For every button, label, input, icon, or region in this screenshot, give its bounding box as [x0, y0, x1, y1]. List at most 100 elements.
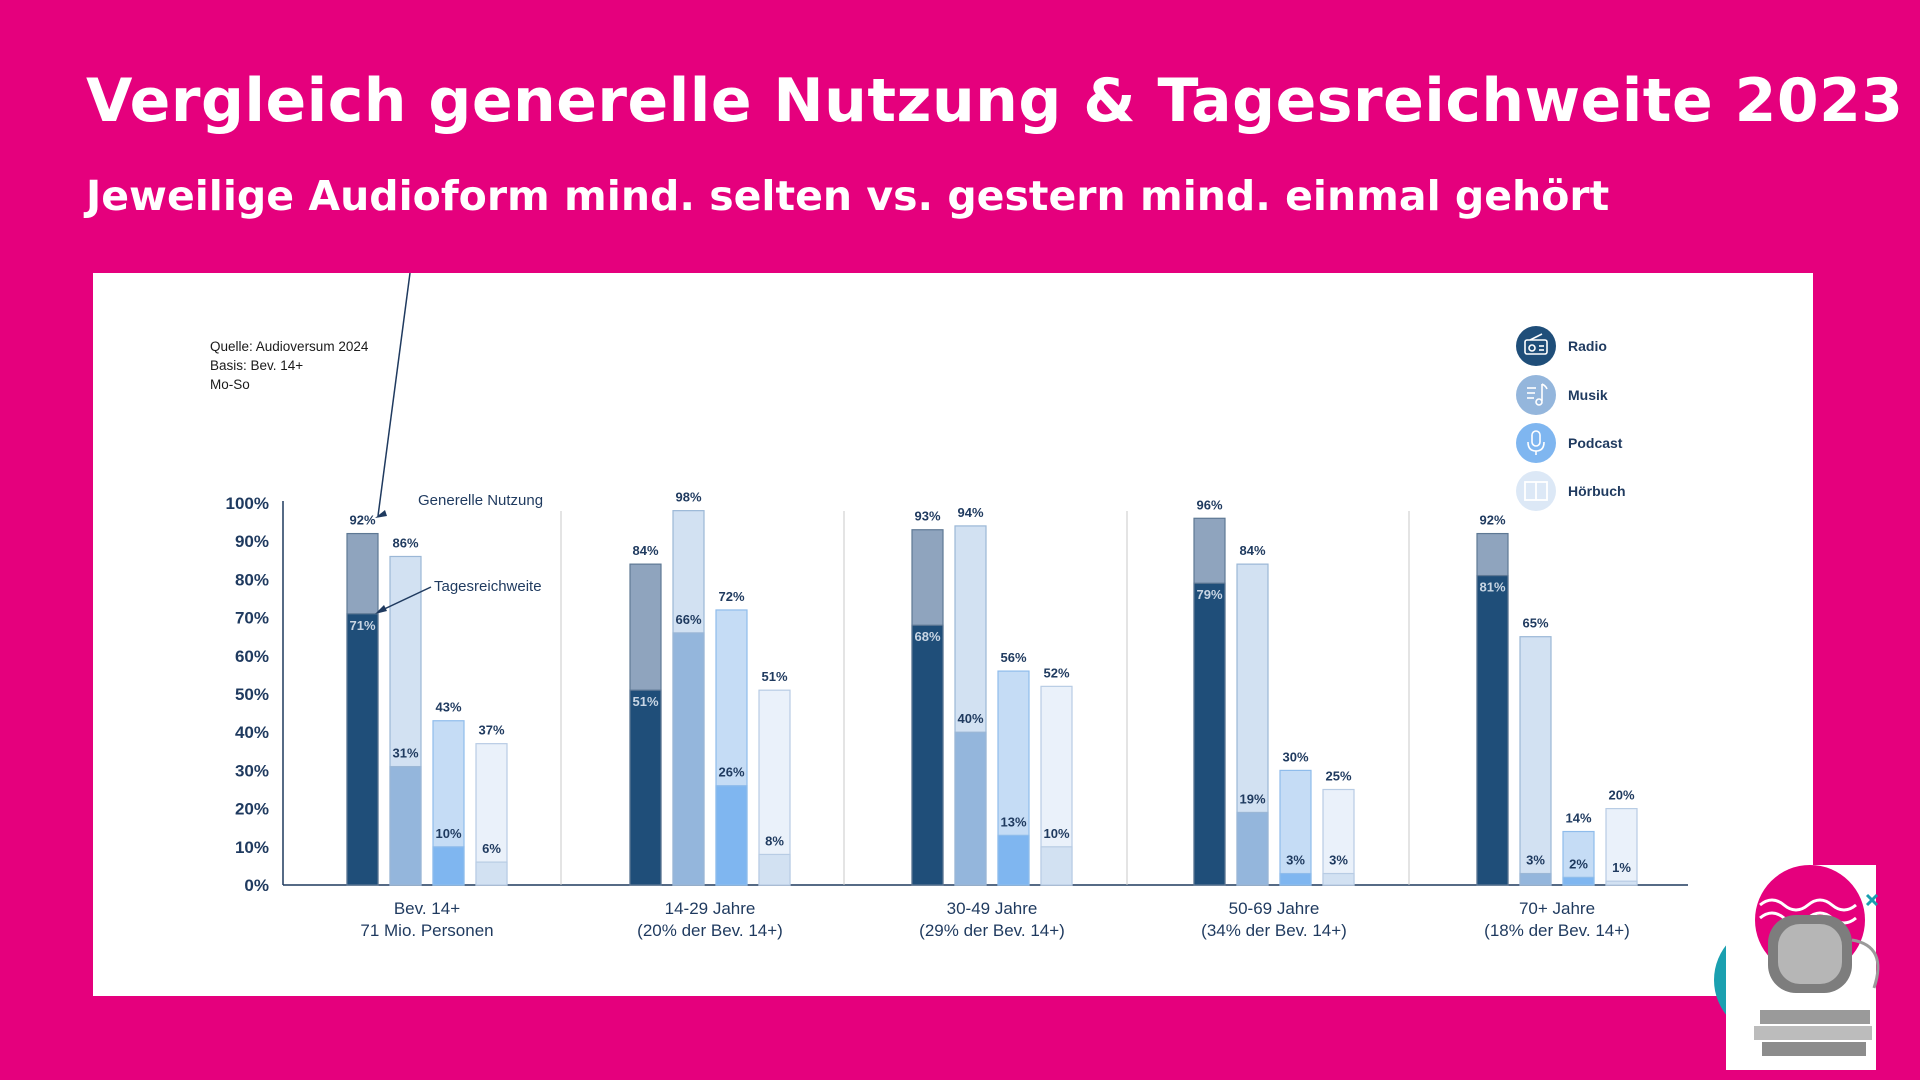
legend-item-podcast: Podcast [1516, 423, 1623, 463]
bar-daily [389, 765, 422, 886]
y-tick-label: 90% [235, 532, 269, 551]
data-label-general: 92% [349, 513, 375, 528]
book-icon [1754, 1026, 1872, 1040]
data-label-daily: 3% [1329, 853, 1348, 868]
book-icon [1760, 1010, 1870, 1024]
bar-daily [475, 861, 508, 886]
bar-daily [997, 834, 1030, 886]
bar-daily [346, 613, 379, 886]
bar-daily [1322, 872, 1355, 886]
bar-daily [672, 632, 705, 886]
data-label-general: 84% [632, 543, 658, 558]
bar-general [1279, 769, 1312, 886]
data-label-general: 14% [1565, 811, 1591, 826]
data-label-general: 84% [1239, 543, 1265, 558]
chart-panel: Quelle: Audioversum 2024 Basis: Bev. 14+… [93, 273, 1813, 996]
data-label-daily: 71% [349, 618, 375, 633]
y-tick-label: 60% [235, 647, 269, 666]
data-label-general: 51% [761, 669, 787, 684]
data-label-general: 25% [1325, 769, 1351, 784]
data-label-daily: 3% [1526, 853, 1545, 868]
category-sublabel: (20% der Bev. 14+) [637, 921, 783, 940]
close-icon [1865, 893, 1879, 907]
data-label-daily: 13% [1000, 814, 1026, 829]
days-line: Mo-So [210, 377, 250, 392]
category-label: 30-49 Jahre [947, 899, 1038, 918]
bar-daily [1476, 574, 1509, 886]
legend-label-hoerbuch: Hörbuch [1568, 483, 1626, 499]
speaker-books-illustration [1714, 865, 1880, 1070]
annotation-general-label: Generelle Nutzung [418, 492, 543, 509]
data-label-daily: 79% [1196, 587, 1222, 602]
bar-daily [1605, 880, 1638, 886]
category-label: 50-69 Jahre [1229, 899, 1320, 918]
page-title: Vergleich generelle Nutzung & Tagesreich… [86, 66, 1904, 136]
bar-daily [1193, 582, 1226, 886]
source-line: Quelle: Audioversum 2024 [210, 339, 369, 354]
y-tick-label: 40% [235, 723, 269, 742]
data-label-general: 92% [1479, 513, 1505, 528]
data-label-daily: 66% [675, 612, 701, 627]
data-label-daily: 19% [1239, 791, 1265, 806]
y-tick-label: 30% [235, 761, 269, 780]
category-sublabel: (18% der Bev. 14+) [1484, 921, 1630, 940]
data-label-general: 52% [1043, 665, 1069, 680]
data-label-general: 37% [478, 723, 504, 738]
data-label-general: 43% [435, 700, 461, 715]
bar-daily [1040, 846, 1073, 886]
bar-group: 92% 71% 86% 31% 43% 10% 37% 6% Bev. 14+ 71 Mio. P… [346, 513, 508, 940]
bar-group: 96% 79% 84% 19% 30% 3% 25% 3% 50-69 Jahre (34% de… [1193, 497, 1355, 940]
bar-general [758, 689, 791, 886]
annotation-daily-label: Tagesreichweite [434, 578, 542, 595]
data-label-daily: 10% [435, 826, 461, 841]
bar-daily [954, 731, 987, 886]
data-label-daily: 1% [1612, 860, 1631, 875]
y-tick-label: 0% [244, 876, 269, 895]
category-label: 70+ Jahre [1519, 899, 1595, 918]
bar-general [1562, 830, 1595, 886]
data-label-general: 86% [392, 535, 418, 550]
data-label-general: 65% [1522, 616, 1548, 631]
data-label-daily: 31% [392, 746, 418, 761]
data-label-daily: 10% [1043, 826, 1069, 841]
source-note: Quelle: Audioversum 2024 Basis: Bev. 14+… [210, 339, 369, 392]
microphone-icon [1527, 430, 1545, 455]
legend-label-radio: Radio [1568, 338, 1607, 354]
data-label-daily: 6% [482, 841, 501, 856]
bar-chart: Quelle: Audioversum 2024 Basis: Bev. 14+… [210, 273, 1688, 940]
data-label-daily: 8% [765, 833, 784, 848]
category-label: Bev. 14+ [394, 899, 460, 918]
bar-daily [1279, 872, 1312, 886]
legend: Radio Musik [1516, 326, 1626, 511]
bar-general [1519, 636, 1552, 886]
data-label-general: 98% [675, 490, 701, 505]
category-sublabel: 71 Mio. Personen [360, 921, 493, 940]
bar-general [1322, 788, 1355, 886]
bar-general [1605, 807, 1638, 886]
bar-daily [629, 689, 662, 886]
data-label-daily: 51% [632, 694, 658, 709]
music-note-icon [1527, 383, 1548, 406]
radio-icon [1524, 333, 1548, 355]
category-sublabel: (34% der Bev. 14+) [1201, 921, 1347, 940]
category-sublabel: (29% der Bev. 14+) [919, 921, 1065, 940]
bar-group: 93% 68% 94% 40% 56% 13% 52% 10% 30-49 Jahre (29% … [911, 505, 1073, 940]
y-tick-label: 50% [235, 685, 269, 704]
data-label-daily: 2% [1569, 856, 1588, 871]
y-tick-label: 100% [226, 494, 269, 513]
y-tick-label: 80% [235, 570, 269, 589]
data-label-general: 93% [914, 509, 940, 524]
data-label-general: 56% [1000, 650, 1026, 665]
annotation-tagesreichweite: Tagesreichweite [375, 578, 542, 614]
legend-label-podcast: Podcast [1568, 435, 1623, 451]
bar-daily [911, 624, 944, 886]
category-label: 14-29 Jahre [665, 899, 756, 918]
book-icon [1762, 1042, 1866, 1056]
data-label-general: 72% [718, 589, 744, 604]
data-label-general: 20% [1608, 788, 1634, 803]
bar-daily [758, 853, 791, 886]
data-label-daily: 3% [1286, 853, 1305, 868]
bar-general [475, 743, 508, 886]
data-label-daily: 40% [957, 711, 983, 726]
bar-daily [715, 785, 748, 886]
